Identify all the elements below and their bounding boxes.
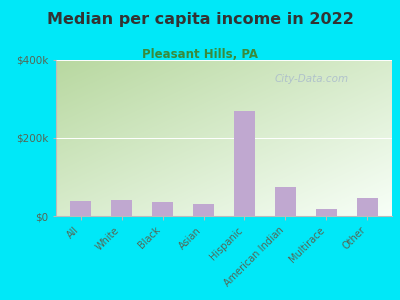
Bar [152, 202, 173, 216]
Bar [111, 200, 132, 216]
Text: Pleasant Hills, PA: Pleasant Hills, PA [142, 48, 258, 61]
Text: Median per capita income in 2022: Median per capita income in 2022 [46, 12, 354, 27]
Bar [316, 209, 337, 216]
Bar [234, 111, 255, 216]
Bar [275, 187, 296, 216]
Text: City-Data.com: City-Data.com [274, 74, 348, 84]
Bar [193, 204, 214, 216]
Bar [357, 199, 378, 216]
Bar [70, 201, 91, 216]
